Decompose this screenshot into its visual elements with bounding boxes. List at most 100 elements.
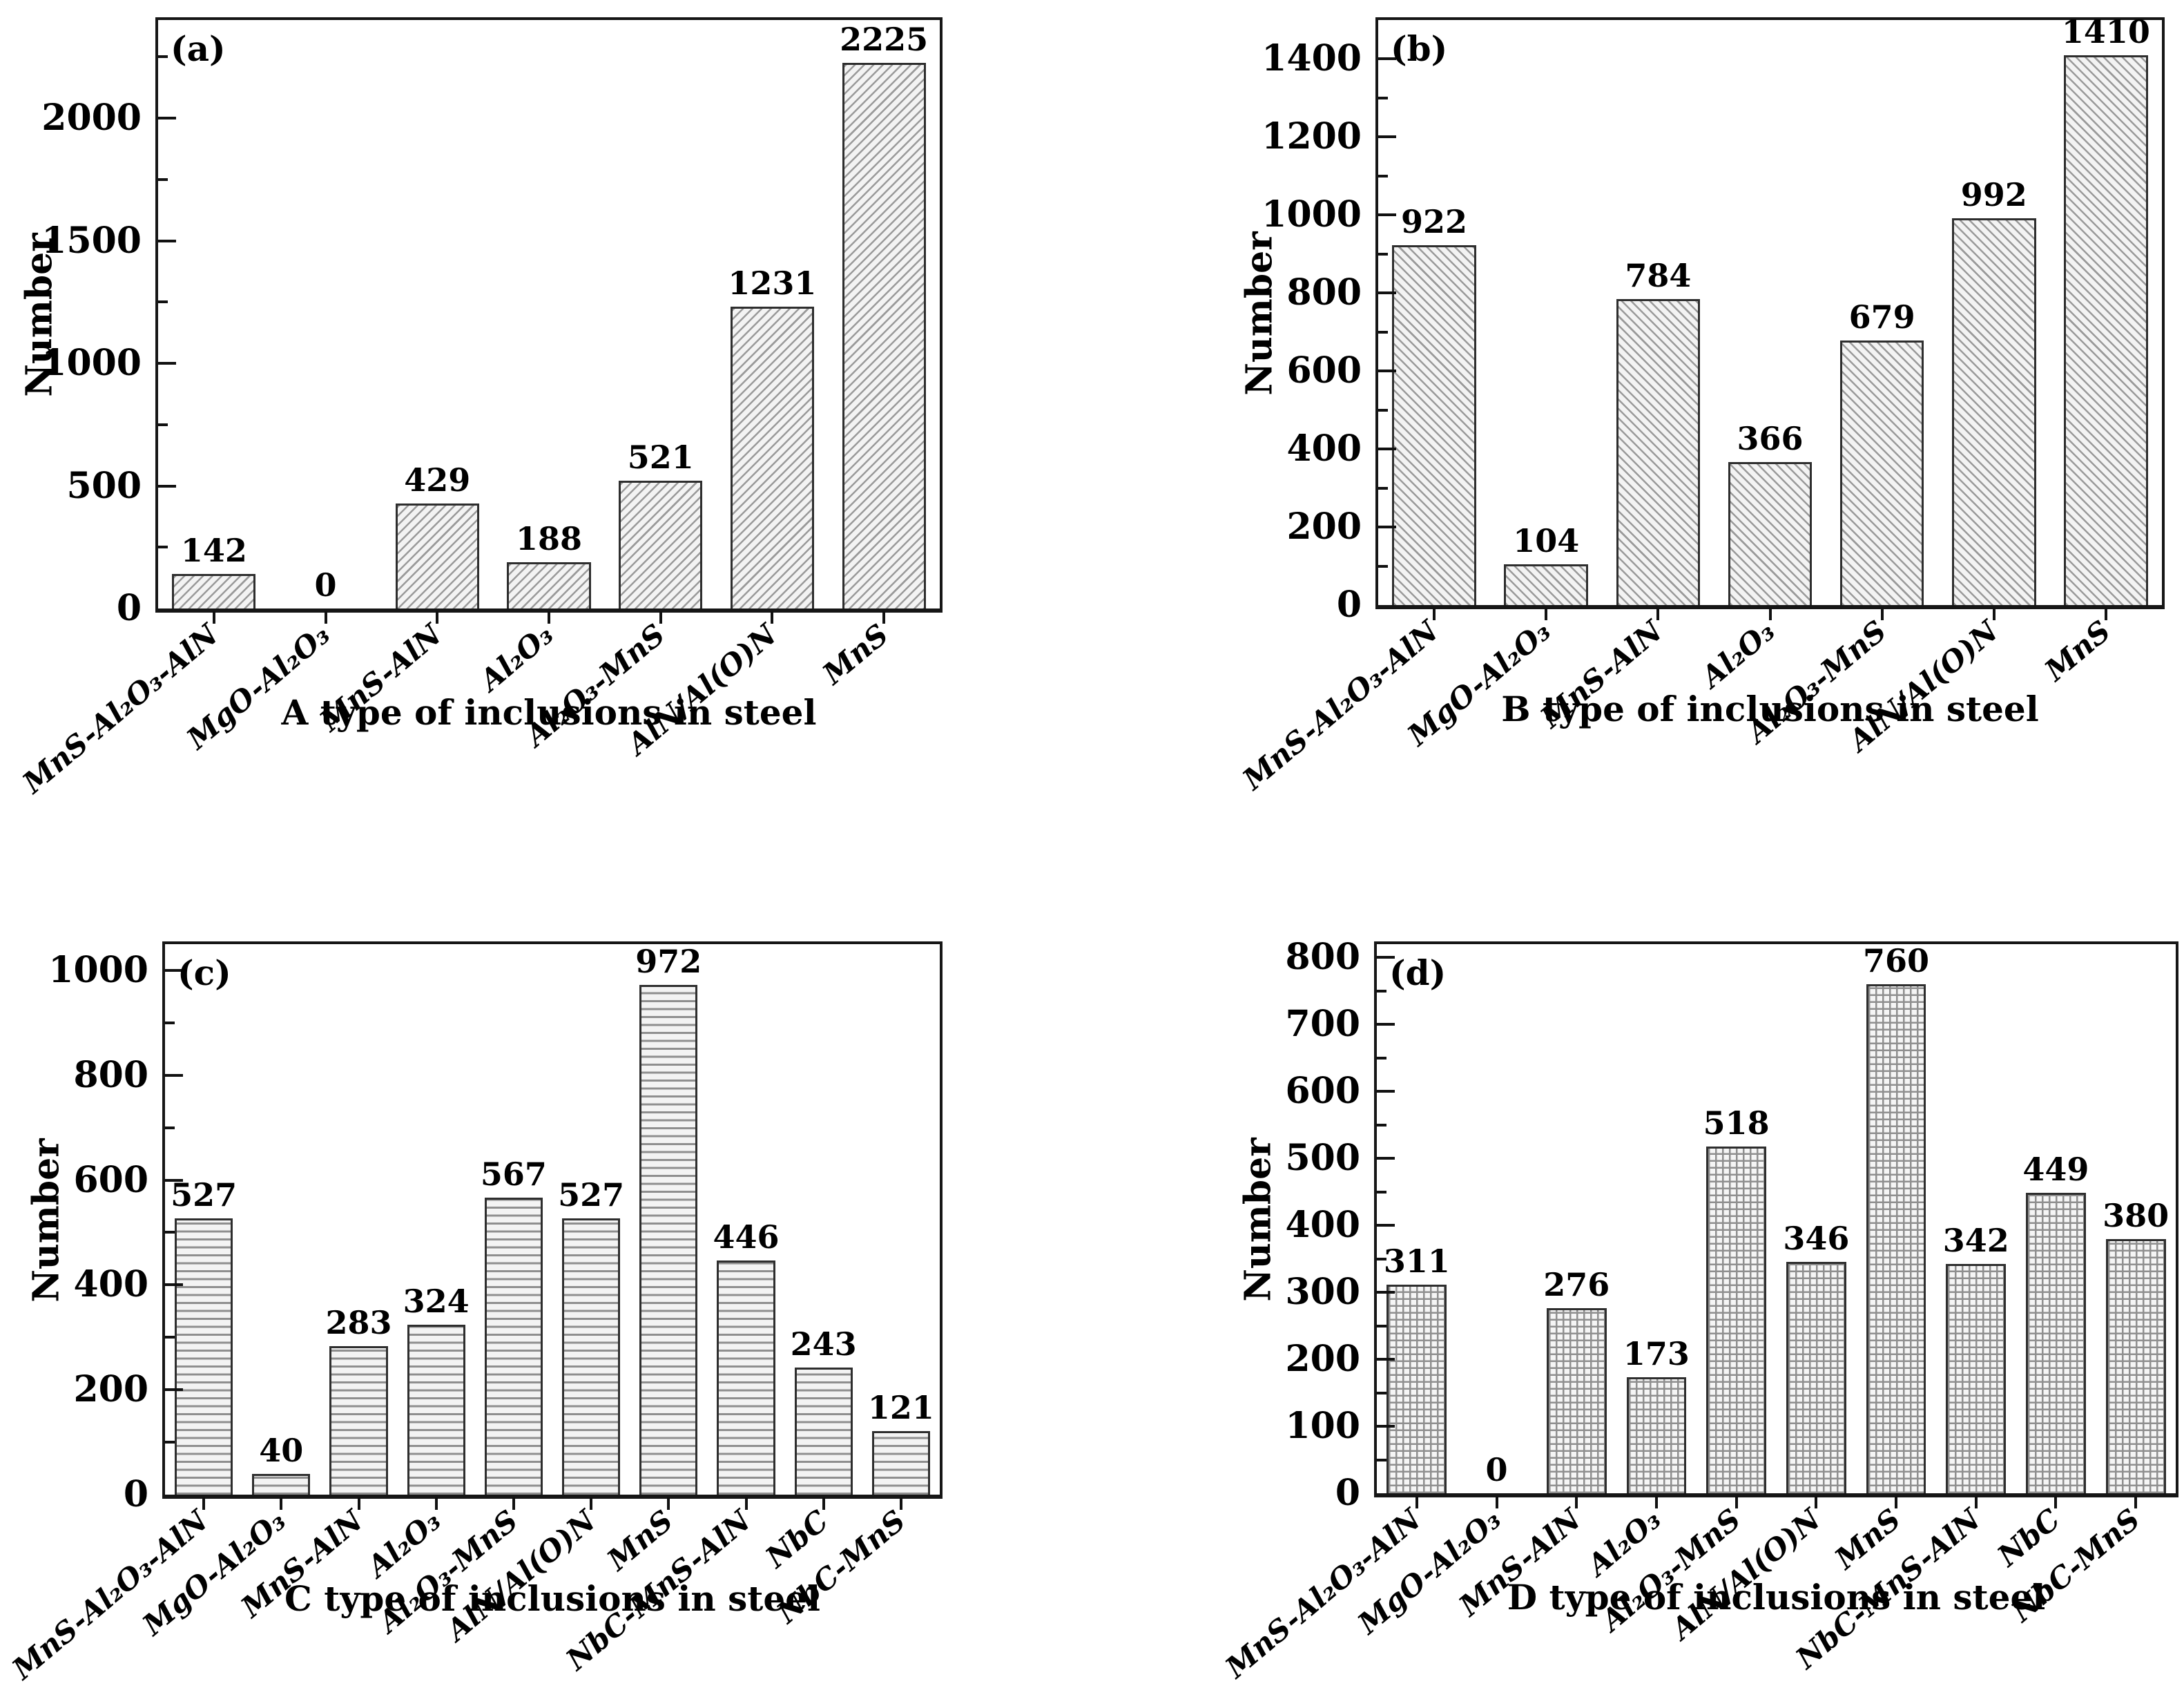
y-tick-minor bbox=[1377, 1257, 1386, 1260]
x-tick bbox=[2054, 1496, 2058, 1508]
category-label: AlN/Al(O)N bbox=[1664, 1502, 1827, 1647]
y-tick-minor bbox=[165, 1021, 175, 1024]
y-tick-label: 0 bbox=[1336, 584, 1362, 626]
x-tick bbox=[1768, 608, 1772, 620]
y-tick-minor bbox=[158, 546, 168, 549]
x-tick bbox=[1974, 1496, 1978, 1508]
y-tick-major bbox=[165, 1073, 183, 1077]
plot-area-b bbox=[1375, 17, 2165, 609]
y-tick-major bbox=[1377, 1023, 1395, 1026]
x-tick bbox=[1415, 1496, 1418, 1508]
y-axis-title: Number bbox=[1237, 1137, 1279, 1302]
bar bbox=[507, 562, 591, 608]
panel-label-d: (d) bbox=[1389, 952, 1447, 993]
y-tick-label: 400 bbox=[73, 1263, 148, 1306]
y-tick-label: 400 bbox=[1286, 428, 1362, 470]
value-label: 346 bbox=[1783, 1219, 1850, 1257]
x-tick bbox=[1575, 1496, 1578, 1508]
y-tick-major bbox=[1378, 370, 1396, 373]
bar bbox=[1786, 1261, 1846, 1493]
x-tick bbox=[744, 1497, 748, 1510]
bar bbox=[619, 481, 703, 608]
bar bbox=[730, 307, 815, 608]
bar bbox=[1616, 299, 1701, 605]
category-label: Al₂O₃-MnS bbox=[519, 617, 672, 753]
x-tick bbox=[1654, 1496, 1658, 1508]
x-tick bbox=[822, 1497, 825, 1510]
y-tick-major bbox=[1378, 57, 1396, 61]
value-label: 283 bbox=[325, 1304, 392, 1342]
y-tick-major bbox=[1378, 291, 1396, 295]
x-tick bbox=[436, 611, 439, 624]
y-tick-major bbox=[1377, 1090, 1395, 1093]
category-label: NbC-MnS bbox=[770, 1503, 912, 1630]
x-axis-title: B type of inclusions in steel bbox=[1501, 689, 2039, 729]
y-tick-major bbox=[165, 968, 183, 972]
bar bbox=[252, 1473, 311, 1495]
y-tick-minor bbox=[165, 1441, 175, 1444]
y-tick-label: 600 bbox=[1285, 1070, 1360, 1113]
value-label: 121 bbox=[867, 1389, 934, 1427]
y-tick-major bbox=[1378, 526, 1396, 529]
x-tick bbox=[659, 611, 662, 624]
category-label: MnS bbox=[600, 1503, 679, 1578]
y-tick-minor bbox=[1378, 174, 1388, 178]
y-tick-label: 1400 bbox=[1262, 37, 1362, 80]
y-tick-minor bbox=[158, 300, 168, 304]
value-label: 679 bbox=[1848, 298, 1915, 336]
bar bbox=[1839, 340, 1924, 605]
category-label: Al₂O₃ bbox=[1581, 1502, 1668, 1582]
y-tick-label: 1000 bbox=[41, 342, 142, 384]
value-label: 2225 bbox=[840, 21, 929, 59]
y-tick-label: 300 bbox=[1285, 1271, 1360, 1314]
panel-label-a: (a) bbox=[171, 28, 226, 69]
y-tick-label: 500 bbox=[66, 464, 142, 507]
x-tick bbox=[899, 1497, 902, 1510]
x-tick bbox=[590, 1497, 593, 1510]
category-label: NbC-MnS-AlN bbox=[1789, 1502, 1987, 1676]
y-tick-label: 600 bbox=[73, 1158, 148, 1201]
value-label: 760 bbox=[1863, 942, 1930, 980]
y-tick-minor bbox=[1377, 1056, 1386, 1060]
category-label: MnS-AlN bbox=[1452, 1502, 1587, 1623]
y-tick-label: 1000 bbox=[48, 948, 148, 991]
y-axis-title: Number bbox=[18, 233, 61, 397]
bar bbox=[2064, 55, 2148, 605]
bar bbox=[794, 1367, 853, 1495]
value-label: 243 bbox=[790, 1325, 857, 1363]
category-label: Al₂O₃-MnS bbox=[371, 1503, 525, 1639]
category-label: AlN/Al(O)N bbox=[439, 1503, 602, 1648]
value-label: 784 bbox=[1625, 257, 1692, 295]
category-label: Al₂O₃ bbox=[360, 1503, 447, 1584]
value-label: 342 bbox=[1942, 1222, 2009, 1260]
bar bbox=[2026, 1192, 2086, 1493]
y-tick-label: 600 bbox=[1286, 349, 1362, 392]
y-tick-minor bbox=[1378, 96, 1388, 99]
plot-area-c bbox=[162, 941, 943, 1499]
x-tick bbox=[2134, 1496, 2138, 1508]
x-axis-title: C type of inclusions in steel bbox=[284, 1578, 820, 1619]
bar bbox=[1866, 984, 1926, 1493]
category-label: MgO-Al₂O₃ bbox=[180, 617, 336, 756]
y-tick-minor bbox=[158, 178, 168, 181]
y-tick-minor bbox=[165, 1231, 175, 1234]
category-label: AlN/Al(O)N bbox=[1842, 613, 2005, 758]
x-tick bbox=[324, 611, 327, 624]
category-label: MnS-Al₂O₃-AlN bbox=[1219, 1502, 1428, 1685]
category-label: NbC bbox=[759, 1503, 835, 1575]
y-tick-label: 500 bbox=[1285, 1137, 1360, 1180]
y-tick-label: 700 bbox=[1285, 1003, 1360, 1046]
value-label: 324 bbox=[403, 1283, 470, 1321]
x-tick bbox=[1734, 1496, 1738, 1508]
value-label: 0 bbox=[1485, 1451, 1508, 1488]
value-label: 429 bbox=[404, 461, 471, 499]
y-tick-minor bbox=[1377, 1391, 1386, 1394]
value-label: 188 bbox=[515, 520, 583, 558]
bar bbox=[1386, 1285, 1447, 1493]
y-tick-major bbox=[1377, 1425, 1395, 1428]
category-label: Al₂O₃ bbox=[1694, 613, 1781, 694]
y-tick-minor bbox=[165, 1126, 175, 1129]
y-tick-major bbox=[1377, 1291, 1395, 1294]
bar bbox=[717, 1260, 775, 1495]
